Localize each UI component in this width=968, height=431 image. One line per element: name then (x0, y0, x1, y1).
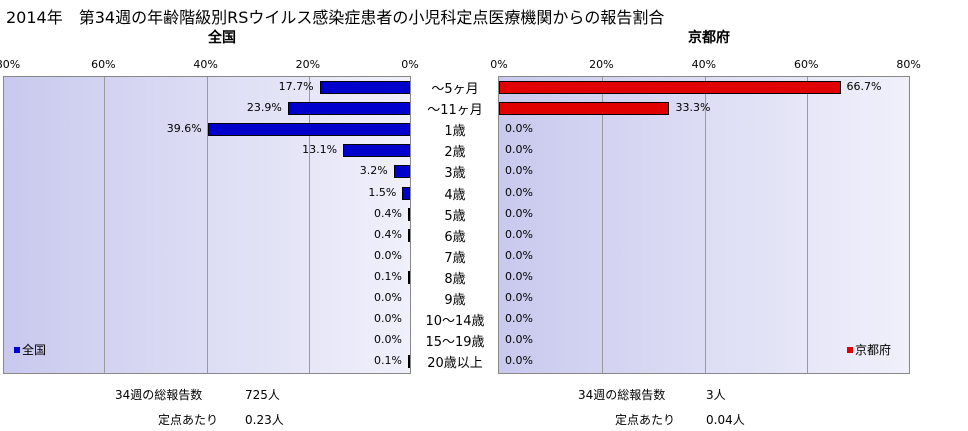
national-per-value: 0.23人 (245, 413, 284, 427)
kyoto-bar (499, 81, 841, 94)
national-legend-swatch (14, 346, 20, 353)
national-data-label: 13.1% (302, 143, 338, 157)
category-label: 7歳 (444, 250, 466, 266)
kyoto-gridline (602, 77, 604, 373)
national-data-label: 0.4% (374, 227, 402, 241)
national-data-label: 0.1% (374, 269, 402, 283)
national-gridline (206, 77, 208, 373)
kyoto-gridline (704, 77, 706, 373)
kyoto-total-label: 34週の総報告数 (578, 388, 666, 402)
national-data-label: 0.4% (374, 206, 402, 220)
kyoto-data-label: 0.0% (505, 227, 533, 241)
national-data-label: 1.5% (368, 185, 397, 199)
kyoto-tick-label: 60% (793, 58, 819, 71)
category-label: 9歳 (444, 293, 466, 308)
national-gridline (104, 77, 106, 373)
national-data-label: 39.6% (166, 122, 202, 136)
category-label: 15～19歳 (425, 335, 485, 351)
national-bar (407, 207, 410, 221)
kyoto-data-label: 0.0% (505, 333, 533, 347)
national-bar (207, 123, 410, 137)
kyoto-data-label: 66.7% (846, 80, 882, 93)
kyoto-data-label: 0.0% (505, 248, 533, 262)
kyoto-legend-swatch (846, 346, 853, 353)
national-bar (343, 144, 410, 158)
category-label: 3歳 (444, 166, 466, 182)
kyoto-gridline (807, 77, 809, 373)
national-data-label: 23.9% (246, 101, 282, 115)
kyoto-chart-title: 京都府 (688, 30, 730, 46)
kyoto-tick-label: 20% (589, 58, 614, 71)
kyoto-bar (499, 102, 670, 116)
category-label: 1歳 (444, 124, 466, 140)
kyoto-tick-label: 40% (691, 58, 717, 71)
chart-title: 2014年 第34週の年齢階級別RSウイルス感染症患者の小児科定点医療機関からの… (6, 8, 665, 27)
national-bar (393, 165, 410, 179)
kyoto-per-label: 定点あたり (615, 413, 676, 427)
category-label: 10～14歳 (425, 314, 485, 330)
national-plot-area: 全国 (3, 76, 411, 374)
category-label: 4歳 (444, 187, 466, 203)
national-bar (408, 355, 410, 369)
kyoto-data-label: 0.0% (505, 269, 533, 283)
national-bar (287, 102, 410, 116)
national-tick-label: 40% (193, 58, 218, 71)
national-legend-label: 全国 (22, 343, 47, 357)
national-data-label: 0.0% (374, 248, 402, 262)
kyoto-legend-label: 京都府 (854, 343, 891, 357)
kyoto-data-label: 0.0% (505, 185, 533, 199)
kyoto-data-label: 0.0% (505, 312, 533, 326)
category-label: 8歳 (444, 271, 466, 287)
national-per-label: 定点あたり (158, 413, 219, 427)
kyoto-data-label: 0.0% (505, 206, 533, 220)
national-tick-label: 0% (401, 58, 419, 71)
category-label: ～11ヶ月 (427, 103, 483, 119)
kyoto-data-label: 0.0% (505, 143, 533, 157)
category-label: ～5ヶ月 (431, 82, 479, 97)
kyoto-plot-area: 京都府 (498, 76, 910, 374)
national-data-label: 17.7% (278, 80, 314, 93)
kyoto-total-value: 3人 (706, 388, 726, 402)
national-data-label: 0.0% (374, 291, 402, 304)
kyoto-data-label: 0.0% (505, 164, 533, 178)
national-bar (407, 228, 410, 242)
kyoto-data-label: 0.0% (505, 122, 533, 136)
national-gridline (308, 77, 310, 373)
national-data-label: 0.0% (374, 312, 402, 326)
kyoto-data-label: 0.0% (505, 291, 533, 304)
category-label: 2歳 (444, 145, 466, 161)
national-data-label: 0.0% (374, 333, 402, 347)
national-chart-title: 全国 (208, 30, 236, 46)
national-tick-label: 20% (295, 58, 321, 71)
national-tick-label: 60% (91, 58, 116, 71)
kyoto-tick-label: 80% (896, 58, 921, 71)
national-bar (408, 270, 410, 284)
category-label: 6歳 (444, 229, 466, 245)
national-tick-label: 80% (0, 58, 21, 71)
national-bar (402, 186, 410, 200)
kyoto-data-label: 33.3% (675, 101, 711, 115)
national-data-label: 0.1% (374, 354, 402, 368)
national-total-label: 34週の総報告数 (115, 388, 203, 402)
kyoto-data-label: 0.0% (505, 354, 533, 368)
kyoto-legend: 京都府 (846, 341, 891, 358)
category-label: 5歳 (444, 208, 466, 224)
national-bar (319, 81, 410, 94)
kyoto-per-value: 0.04人 (706, 413, 745, 427)
category-label: 20歳以上 (427, 356, 483, 372)
national-data-label: 3.2% (359, 164, 388, 178)
national-legend: 全国 (14, 341, 46, 358)
kyoto-tick-label: 0% (490, 58, 508, 71)
national-total-value: 725人 (245, 388, 280, 402)
